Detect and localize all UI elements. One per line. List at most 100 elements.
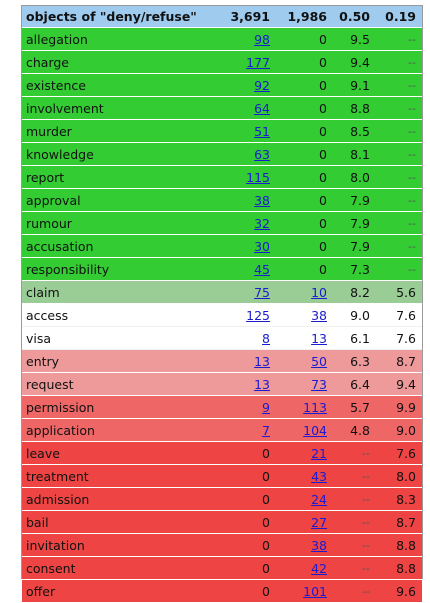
table-row: rumour 32 0 7.9 --: [22, 211, 422, 235]
freq-link-2-cell: 24: [272, 487, 329, 511]
salience-score-1: --: [329, 441, 374, 465]
freq-link-1-cell: 125: [220, 303, 272, 327]
freq-link-2[interactable]: 42: [311, 560, 327, 576]
freq-link-1[interactable]: 38: [254, 192, 270, 208]
table-row: application 7 104 4.8 9.0: [22, 418, 422, 442]
salience-score-1: 7.3: [329, 257, 374, 281]
freq-link-1[interactable]: 115: [246, 169, 270, 185]
freq-link-2-cell: 43: [272, 464, 329, 488]
table-header-row: objects of "deny/refuse" 3,691 1,986 0.5…: [22, 6, 422, 28]
freq-link-2-cell: 73: [272, 372, 329, 396]
freq-link-1-cell: 115: [220, 165, 272, 189]
collocate-word: leave: [22, 441, 220, 465]
freq-link-2[interactable]: 73: [311, 376, 327, 392]
table-row: existence 92 0 9.1 --: [22, 73, 422, 97]
freq-link-2-cell: 10: [272, 280, 329, 304]
table-row: bail 0 27 -- 8.7: [22, 510, 422, 534]
collocate-word: existence: [22, 73, 220, 97]
freq-link-1[interactable]: 8: [262, 330, 270, 346]
collocate-word: request: [22, 372, 220, 396]
collocate-word: report: [22, 165, 220, 189]
table-row: accusation 30 0 7.9 --: [22, 234, 422, 258]
collocate-word: invitation: [22, 533, 220, 557]
freq-link-1[interactable]: 32: [254, 215, 270, 231]
collocate-word: claim: [22, 280, 220, 304]
salience-score-1: 8.5: [329, 119, 374, 143]
freq-link-2[interactable]: 43: [311, 468, 327, 484]
salience-score-1: --: [329, 556, 374, 580]
freq-link-2: 0: [272, 165, 329, 189]
table-title: objects of "deny/refuse": [22, 6, 220, 28]
freq-link-1[interactable]: 9: [262, 399, 270, 415]
salience-score-1: 7.9: [329, 234, 374, 258]
table-row: invitation 0 38 -- 8.8: [22, 533, 422, 557]
table-row: involvement 64 0 8.8 --: [22, 96, 422, 120]
freq-link-2[interactable]: 50: [311, 353, 327, 369]
freq-link-1-cell: 92: [220, 73, 272, 97]
freq-link-2[interactable]: 101: [303, 583, 327, 599]
freq-link-1[interactable]: 51: [254, 123, 270, 139]
freq-link-1-cell: 64: [220, 96, 272, 120]
freq-link-2[interactable]: 13: [311, 330, 327, 346]
freq-link-2[interactable]: 104: [303, 422, 327, 438]
freq-link-2[interactable]: 38: [311, 307, 327, 323]
freq-link-1-cell: 45: [220, 257, 272, 281]
salience-score-1: 7.9: [329, 211, 374, 235]
freq-link-1[interactable]: 7: [262, 422, 270, 438]
table-row: allegation 98 0 9.5 --: [22, 27, 422, 51]
freq-link-1-cell: 30: [220, 234, 272, 258]
table-row: charge 177 0 9.4 --: [22, 50, 422, 74]
freq-link-1[interactable]: 13: [254, 376, 270, 392]
freq-link-2-cell: 21: [272, 441, 329, 465]
table-row: claim 75 10 8.2 5.6: [22, 280, 422, 304]
collocate-word: access: [22, 303, 220, 327]
freq-link-1[interactable]: 64: [254, 100, 270, 116]
freq-link-2[interactable]: 113: [303, 399, 327, 415]
collocate-word: involvement: [22, 96, 220, 120]
collocation-table: objects of "deny/refuse" 3,691 1,986 0.5…: [22, 6, 422, 603]
table-row: entry 13 50 6.3 8.7: [22, 349, 422, 373]
freq-link-1[interactable]: 13: [254, 353, 270, 369]
salience-score-2: --: [374, 50, 422, 74]
salience-score-1: --: [329, 510, 374, 534]
salience-score-2: 8.8: [374, 533, 422, 557]
freq-link-1[interactable]: 98: [254, 31, 270, 47]
collocate-word: responsibility: [22, 257, 220, 281]
freq-link-2[interactable]: 21: [311, 445, 327, 461]
freq-link-2-cell: 42: [272, 556, 329, 580]
freq-link-2[interactable]: 10: [311, 284, 327, 300]
salience-score-2: 7.6: [374, 303, 422, 327]
freq-link-1[interactable]: 92: [254, 77, 270, 93]
freq-link-2[interactable]: 24: [311, 491, 327, 507]
freq-link-1-cell: 98: [220, 27, 272, 51]
freq-link-1[interactable]: 63: [254, 146, 270, 162]
collocate-word: accusation: [22, 234, 220, 258]
salience-score-2: --: [374, 119, 422, 143]
collocate-word: knowledge: [22, 142, 220, 166]
collocate-word: treatment: [22, 464, 220, 488]
salience-score-1: 5.7: [329, 395, 374, 419]
freq-link-2[interactable]: 27: [311, 514, 327, 530]
freq-link-1[interactable]: 75: [254, 284, 270, 300]
table-row: consent 0 42 -- 8.8: [22, 556, 422, 580]
freq-link-1[interactable]: 30: [254, 238, 270, 254]
freq-link-2[interactable]: 38: [311, 537, 327, 553]
freq-link-2-cell: 27: [272, 510, 329, 534]
table-row: murder 51 0 8.5 --: [22, 119, 422, 143]
salience-score-2: 8.7: [374, 510, 422, 534]
salience-score-1: --: [329, 487, 374, 511]
salience-score-2: 7.6: [374, 441, 422, 465]
table-row: approval 38 0 7.9 --: [22, 188, 422, 212]
freq-link-1: 0: [220, 464, 272, 488]
freq-link-2: 0: [272, 257, 329, 281]
freq-link-1[interactable]: 177: [246, 54, 270, 70]
freq-link-1[interactable]: 125: [246, 307, 270, 323]
total-freq-1: 3,691: [220, 6, 272, 28]
salience-score-2: 8.8: [374, 556, 422, 580]
freq-link-1[interactable]: 45: [254, 261, 270, 277]
collocate-word: allegation: [22, 27, 220, 51]
salience-score-1: 4.8: [329, 418, 374, 442]
salience-score-2: --: [374, 142, 422, 166]
salience-score-1: --: [329, 533, 374, 557]
collocate-word: charge: [22, 50, 220, 74]
